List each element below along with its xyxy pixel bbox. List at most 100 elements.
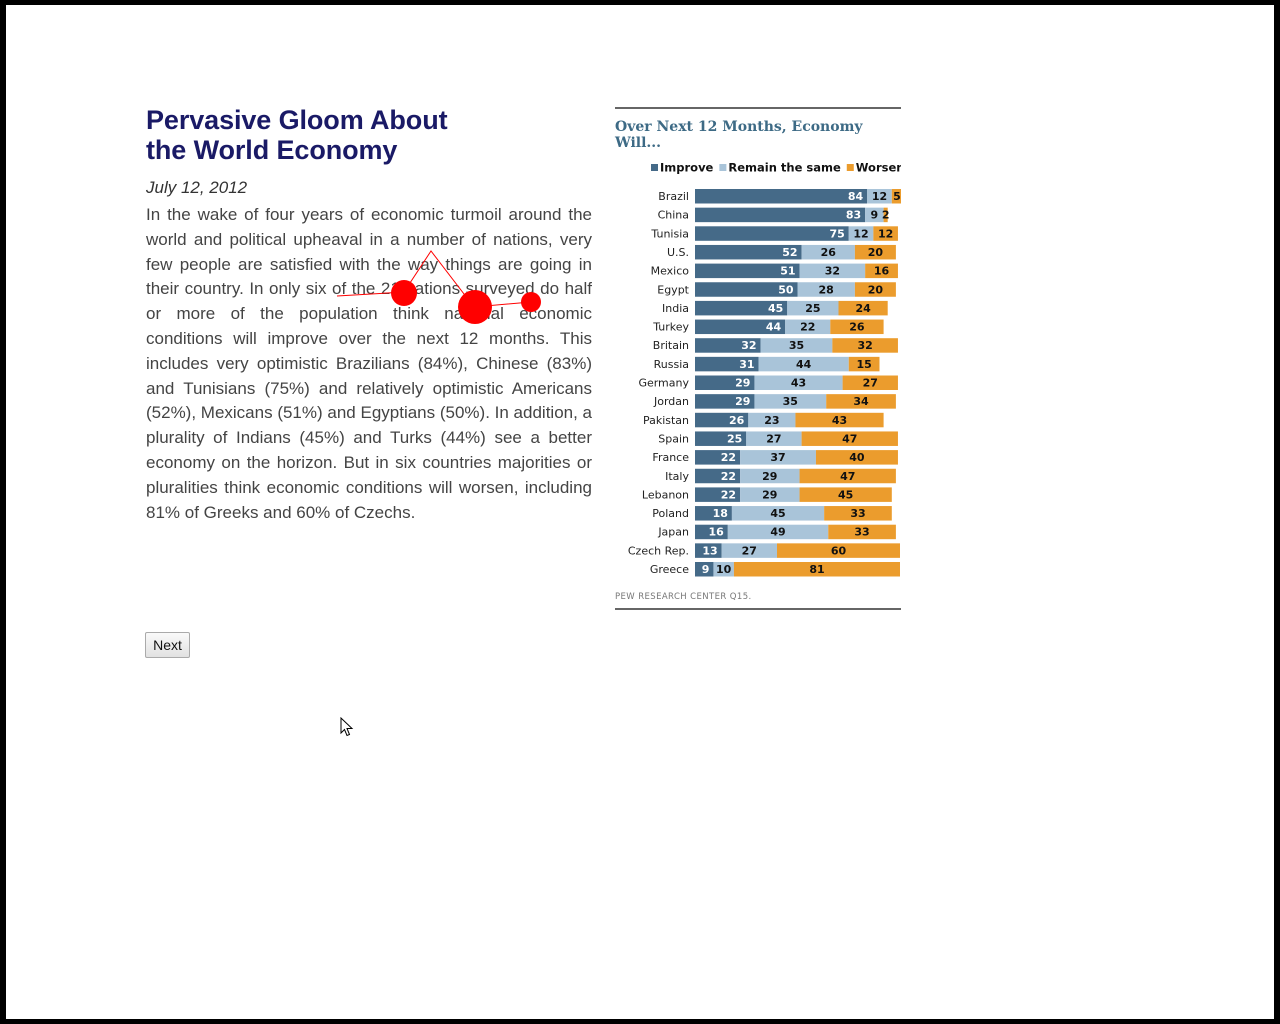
article-date: July 12, 2012 [146,178,248,197]
data-label-improve: 13 [702,544,717,557]
bar-improve [695,468,741,484]
bar-remain-the-same [754,394,827,409]
data-label-remain-the-same: 45 [770,507,785,520]
bar-worsen [865,263,898,279]
bar-improve [695,300,788,316]
red-annotation-overlay [336,250,541,324]
data-label-worsen: 81 [809,563,824,576]
data-label-remain-the-same: 28 [819,283,834,296]
data-label-worsen: 26 [849,321,865,334]
data-label-remain-the-same: 43 [791,377,806,390]
data-label-worsen: 33 [854,526,869,539]
chart-title: Over Next 12 Months, Economy Will... [615,119,863,151]
data-label-worsen: 43 [832,414,847,427]
bar-improve [695,412,749,428]
category-label: Britain [653,339,689,352]
data-label-remain-the-same: 27 [742,544,757,557]
data-label-worsen: 47 [840,470,855,483]
data-label-improve: 22 [721,470,736,483]
bar-remain-the-same [740,468,800,484]
data-label-worsen: 34 [853,395,869,408]
bar-remain-the-same [801,244,855,260]
bar-worsen [832,338,898,353]
bar-improve [695,319,786,335]
data-label-improve: 26 [729,414,745,427]
data-label-improve: 44 [766,321,782,334]
bar-worsen [854,244,896,260]
category-label: Mexico [651,265,690,278]
data-label-improve: 25 [727,432,742,445]
category-label: Turkey [652,321,689,334]
data-label-worsen: 2 [882,209,890,222]
category-label: Brazil [658,190,689,203]
data-label-improve: 31 [739,358,754,371]
category-label: Czech Rep. [628,544,689,557]
mouse-cursor-icon [340,717,354,737]
category-label: Jordan [653,395,689,408]
chart-top-rule [615,107,901,109]
bar-improve [695,244,802,260]
data-label-remain-the-same: 27 [766,432,781,445]
legend-label-remain-the-same: Remain the same [728,161,841,175]
bar-improve [695,487,741,502]
bar-improve [695,394,755,409]
data-label-improve: 83 [846,209,861,222]
category-label: Lebanon [642,488,689,501]
bar-remain-the-same [787,300,839,316]
legend-swatch-remain-the-same [719,164,727,171]
chart-bottom-rule [615,608,901,610]
category-label: Poland [652,507,689,520]
data-label-improve: 45 [768,302,783,315]
next-button[interactable]: Next [145,632,190,658]
data-label-improve: 29 [735,377,750,390]
article-title: Pervasive Gloom About the World Economy [146,105,592,165]
category-label: Italy [665,470,689,483]
bar-worsen [830,319,884,335]
bar-improve [695,543,722,558]
bar-worsen [838,300,888,316]
data-label-improve: 51 [780,265,795,278]
article-title-line2: the World Economy [146,135,398,165]
bar-worsen [815,450,898,465]
data-label-worsen: 45 [838,488,853,501]
bar-worsen [873,226,898,241]
annotation-dot-small [391,280,417,306]
bar-remain-the-same [865,207,884,223]
data-label-improve: 29 [735,395,750,408]
data-label-improve: 50 [778,283,794,296]
category-label: China [658,209,689,222]
data-label-worsen: 27 [863,377,878,390]
article-title-line1: Pervasive Gloom About [146,105,448,135]
browser-viewport: Pervasive Gloom About the World Economy … [6,5,1274,1019]
chart-source: PEW RESEARCH CENTER Q15. [615,592,752,602]
legend-swatch-worsen [846,164,854,171]
bar-improve [695,506,732,521]
bar-worsen [883,207,888,223]
bar-remain-the-same [799,263,866,279]
data-label-remain-the-same: 49 [770,526,785,539]
category-label: Tunisia [650,227,689,240]
data-label-remain-the-same: 23 [764,414,779,427]
data-label-remain-the-same: 35 [789,339,804,352]
bar-worsen [777,543,900,558]
data-label-worsen: 15 [856,358,871,371]
category-label: Egypt [657,283,689,296]
category-label: Greece [650,563,689,576]
bar-worsen [828,524,896,540]
bar-worsen [799,468,896,484]
category-label: France [652,451,689,464]
bar-worsen [848,356,880,372]
category-label: Japan [657,526,689,539]
data-label-worsen: 12 [878,227,893,240]
annotation-dot-large [458,290,492,324]
data-label-remain-the-same: 44 [796,358,812,371]
data-label-remain-the-same: 35 [783,395,798,408]
bar-worsen [891,189,901,204]
bar-improve [695,524,728,540]
data-label-worsen: 5 [893,190,901,203]
economy-chart: Over Next 12 Months, Economy Will... Imp… [615,107,901,610]
category-label: Spain [658,432,689,445]
bar-improve [695,263,800,279]
data-label-remain-the-same: 10 [716,563,732,576]
data-label-worsen: 16 [874,265,890,278]
